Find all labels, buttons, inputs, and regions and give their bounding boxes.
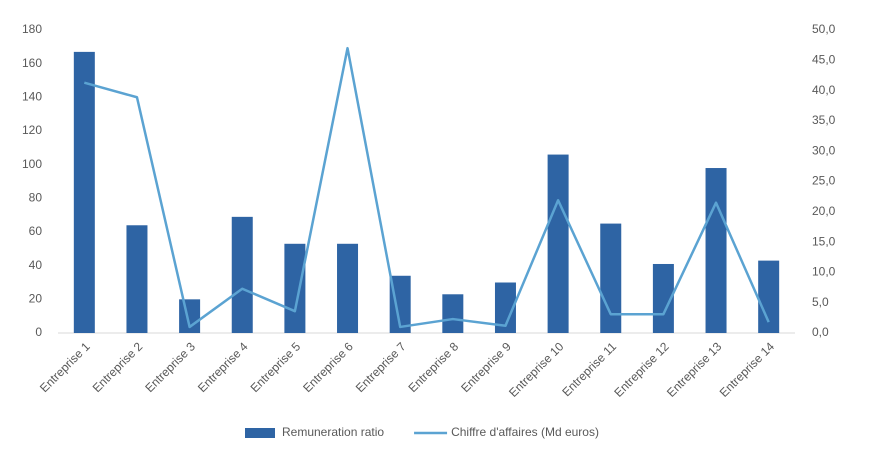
x-tick-label: Entreprise 8 <box>406 339 462 395</box>
x-tick-label: Entreprise 10 <box>506 339 567 400</box>
bar <box>284 243 306 333</box>
bar <box>652 263 674 333</box>
bar <box>337 243 359 333</box>
y-tick-label: 160 <box>22 56 42 70</box>
y2-tick-label: 0,0 <box>812 325 829 339</box>
y2-tick-label: 25,0 <box>812 174 836 188</box>
legend-swatch <box>245 428 275 438</box>
y2-tick-label: 40,0 <box>812 83 836 97</box>
bar <box>494 282 516 333</box>
bar <box>389 275 411 333</box>
bar <box>758 260 780 333</box>
y2-tick-label: 35,0 <box>812 113 836 127</box>
y-tick-label: 60 <box>29 224 43 238</box>
x-tick-label: Entreprise 4 <box>195 339 251 395</box>
bar <box>547 154 569 333</box>
x-tick-label: Entreprise 13 <box>664 339 725 400</box>
x-tick-label: Entreprise 1 <box>37 339 93 395</box>
x-tick-label: Entreprise 5 <box>248 339 304 395</box>
x-tick-label: Entreprise 9 <box>458 339 514 395</box>
y-tick-label: 0 <box>35 325 42 339</box>
x-tick-label: Entreprise 12 <box>611 339 672 400</box>
y2-tick-label: 15,0 <box>812 234 836 248</box>
y-tick-label: 40 <box>29 258 43 272</box>
bar <box>705 168 727 333</box>
bar <box>231 216 253 333</box>
bar <box>442 294 464 333</box>
y2-tick-label: 50,0 <box>812 22 836 36</box>
y2-tick-label: 10,0 <box>812 265 836 279</box>
bar <box>73 51 95 334</box>
y-tick-label: 180 <box>22 22 42 36</box>
x-tick-label: Entreprise 7 <box>353 339 409 395</box>
x-tick-label: Entreprise 2 <box>90 339 146 395</box>
y2-tick-label: 30,0 <box>812 143 836 157</box>
y-tick-label: 80 <box>29 191 43 205</box>
y-tick-label: 100 <box>22 157 42 171</box>
x-tick-label: Entreprise 3 <box>142 339 198 395</box>
y2-tick-label: 20,0 <box>812 204 836 218</box>
y2-tick-label: 5,0 <box>812 295 829 309</box>
x-tick-label: Entreprise 14 <box>717 339 778 400</box>
line <box>83 46 770 329</box>
bar <box>600 223 622 333</box>
legend-label: Chiffre d'affaires (Md euros) <box>451 425 599 439</box>
y2-tick-label: 45,0 <box>812 52 836 66</box>
legend-label: Remuneration ratio <box>282 425 384 439</box>
bar <box>126 225 148 333</box>
x-tick-label: Entreprise 6 <box>300 339 356 395</box>
y-tick-label: 140 <box>22 90 42 104</box>
y-tick-label: 120 <box>22 123 42 137</box>
y-tick-label: 20 <box>29 292 43 306</box>
